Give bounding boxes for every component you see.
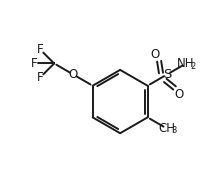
Text: F: F xyxy=(31,57,38,70)
Text: S: S xyxy=(163,68,171,81)
Text: O: O xyxy=(69,68,78,81)
Text: O: O xyxy=(174,88,183,101)
Text: F: F xyxy=(37,71,44,84)
Text: NH: NH xyxy=(177,57,195,70)
Text: F: F xyxy=(37,43,44,56)
Text: 3: 3 xyxy=(171,126,176,135)
Text: CH: CH xyxy=(158,122,175,135)
Text: 2: 2 xyxy=(191,62,196,70)
Text: O: O xyxy=(150,48,160,61)
